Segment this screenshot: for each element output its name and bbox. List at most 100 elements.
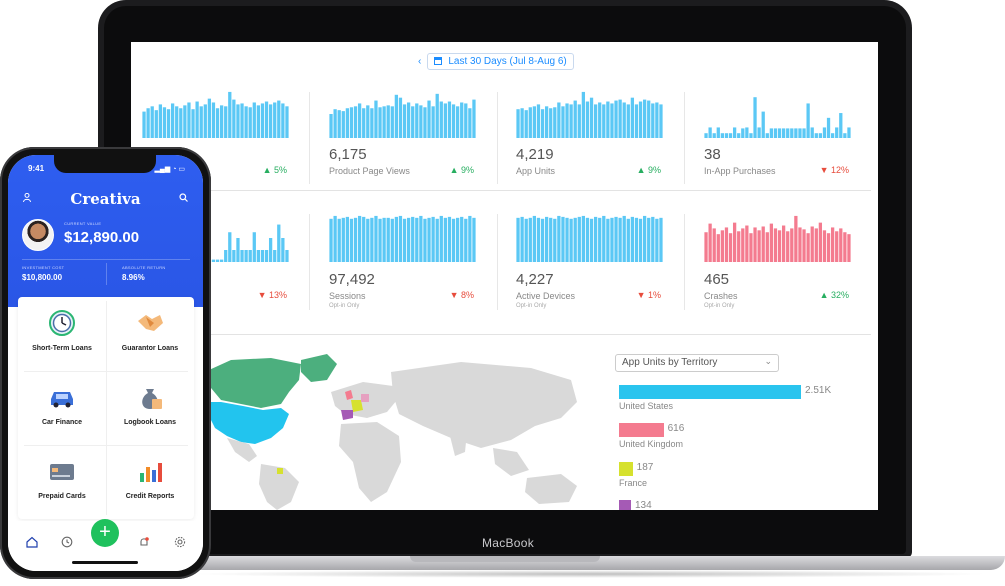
spark-bar (464, 103, 468, 138)
spark-bar (248, 107, 252, 138)
user-icon[interactable] (23, 193, 31, 202)
spark-bar (285, 106, 289, 138)
spark-bar (244, 250, 248, 262)
add-button[interactable]: + (91, 519, 119, 547)
metric-bar-chart (704, 97, 851, 138)
home-icon[interactable] (26, 536, 38, 548)
metric-card[interactable]: 465 Crashes Opt-in Only ▲ 32% (694, 214, 851, 324)
spark-bar (273, 250, 277, 262)
spark-bar (557, 102, 561, 138)
date-range-button[interactable]: Last 30 Days (Jul 8-Aug 6) (427, 52, 574, 70)
spark-bar (419, 215, 423, 262)
divider (497, 214, 498, 310)
spark-bar (626, 218, 630, 262)
investment-cost-label: INVESTMENT COST (22, 265, 65, 270)
tile-prepaid-cards[interactable]: Prepaid Cards (18, 445, 106, 519)
spark-bar (622, 215, 626, 262)
spark-bar (386, 105, 390, 138)
spark-bar (451, 218, 456, 262)
history-icon[interactable] (61, 536, 73, 548)
spark-bar (203, 104, 207, 138)
spark-bar (447, 101, 452, 138)
tile-logbook-loans[interactable]: Logbook Loans (106, 371, 194, 445)
tile-car-finance[interactable]: Car Finance (18, 371, 106, 445)
metric-value: 6,175 (329, 146, 367, 163)
search-icon[interactable] (179, 193, 188, 202)
metric-change-up: ▲ 9% (449, 165, 474, 175)
spark-bar (728, 133, 733, 138)
spark-bar (708, 127, 712, 138)
spark-bar (749, 133, 753, 138)
territory-dropdown-label: App Units by Territory (622, 357, 718, 368)
spark-bar (406, 217, 411, 262)
spark-bar (741, 228, 745, 262)
spark-bar (349, 218, 354, 262)
spark-bar (618, 217, 622, 262)
metric-card[interactable]: 4,227 Active Devices Opt-in Only ▼ 1% (506, 214, 663, 324)
map-spain (341, 410, 353, 420)
spark-bar (468, 108, 472, 138)
spark-bar (843, 232, 847, 262)
spark-bar (777, 230, 782, 262)
spark-bar (659, 217, 663, 262)
divider (497, 92, 498, 184)
chevron-left-icon[interactable]: ‹ (418, 55, 422, 67)
phone-screen: 9:41 ▂▄▆ ◔ ▭ Creativa CURRENT VALUE $12,… (8, 155, 203, 571)
current-value: $12,890.00 (64, 229, 140, 246)
metric-card[interactable]: 38 In-App Purchases ▼ 12% (694, 90, 851, 200)
metric-card[interactable]: 6,175 Product Page Views ▲ 9% (319, 90, 476, 200)
handshake-icon (138, 315, 163, 331)
spark-bar (843, 133, 847, 138)
spark-bar (839, 228, 843, 262)
spark-bar (378, 107, 382, 138)
spark-bar (211, 102, 216, 138)
map-south-america (259, 464, 299, 510)
spark-bar (142, 111, 146, 138)
spark-bar (520, 216, 524, 262)
spark-bar (382, 106, 386, 138)
metric-bar-chart (142, 91, 289, 138)
spark-bar (598, 102, 602, 138)
spark-bar (589, 218, 594, 262)
metric-card[interactable]: 4,219 App Units ▲ 9% (506, 90, 663, 200)
avatar[interactable] (22, 219, 54, 251)
spark-bar (240, 103, 244, 138)
spark-bar (260, 103, 265, 138)
territory-dropdown[interactable]: App Units by Territory ⌄ (615, 354, 779, 372)
spark-bar (757, 127, 761, 138)
spark-bar (528, 217, 532, 262)
spark-bar (175, 106, 179, 138)
spark-bar (720, 230, 725, 262)
metric-bar-chart (516, 215, 663, 262)
metric-card[interactable]: 97,492 Sessions Opt-in Only ▼ 8% (319, 214, 476, 324)
tile-short-term-loans[interactable]: Short-Term Loans (18, 297, 106, 371)
spark-bar (211, 259, 216, 262)
metric-label: Active Devices (516, 291, 576, 301)
spark-bar (256, 250, 261, 262)
world-map[interactable] (131, 352, 601, 510)
spark-bar (835, 127, 839, 138)
spark-bar (455, 217, 460, 262)
spark-bar (806, 233, 810, 262)
map-asia (391, 362, 577, 448)
gear-icon[interactable] (174, 536, 186, 548)
spark-bar (847, 234, 851, 262)
spark-bar (561, 106, 565, 138)
clock-icon (49, 310, 75, 336)
spark-bar (264, 250, 269, 262)
spark-bar (357, 103, 362, 138)
tile-credit-reports[interactable]: Credit Reports (106, 445, 194, 519)
date-range-label: Last 30 Days (Jul 8-Aug 6) (448, 55, 567, 67)
spark-bar (281, 103, 285, 138)
spark-bar (423, 107, 427, 138)
map-australia (525, 474, 577, 504)
spark-bar (830, 227, 835, 262)
map-usa (209, 402, 289, 444)
notification-icon[interactable] (138, 536, 150, 548)
tile-guarantor-loans[interactable]: Guarantor Loans (106, 297, 194, 371)
metric-card[interactable]: ▲ 5% (132, 90, 289, 200)
spark-bar (647, 217, 651, 262)
home-indicator (72, 561, 138, 564)
spark-bar (565, 103, 569, 138)
money-bag-icon (142, 389, 162, 409)
